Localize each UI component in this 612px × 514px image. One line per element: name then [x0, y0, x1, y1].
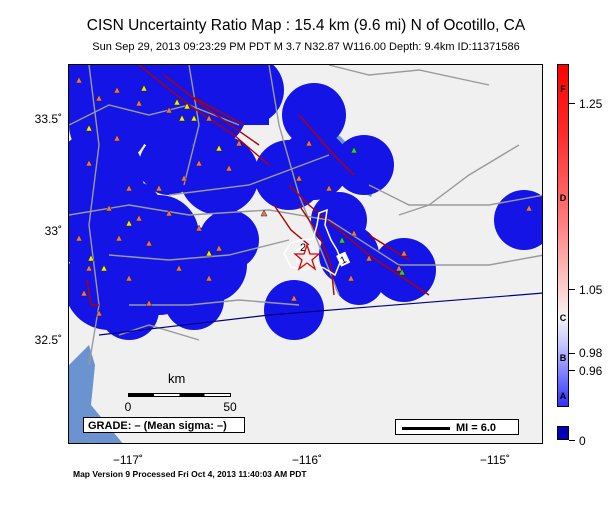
scale-start-label: 0 — [124, 400, 132, 414]
contour-label-2: 2 — [300, 242, 306, 254]
colorbar-tick — [569, 289, 575, 290]
grade-letter-b: B — [559, 353, 567, 363]
colorbar-value-0-98: 0.98 — [579, 346, 603, 360]
x-tick-116: −116˚ — [291, 453, 323, 467]
colorbar-tick — [569, 353, 575, 354]
map-version-footer: Map Version 9 Processed Fri Oct 4, 2013 … — [73, 469, 307, 479]
mi-label: MI = 6.0 — [456, 422, 497, 434]
contour-label-1-group: 1 — [336, 251, 351, 267]
scale-unit-label: km — [168, 371, 186, 386]
stations — [75, 76, 533, 317]
grade-letter-d: D — [559, 193, 567, 203]
grade-letter-c: C — [559, 313, 567, 323]
x-tick-115: −115˚ — [479, 453, 511, 467]
colorbar-value-0-96: 0.96 — [579, 364, 603, 378]
colorbar-tick — [569, 103, 575, 104]
map-canvas: 2 1 — [69, 65, 542, 443]
stations-yellow — [85, 84, 223, 272]
colorbar-tick — [569, 440, 575, 441]
uncertainty-regions — [69, 65, 542, 340]
mi-line-sample — [402, 427, 450, 430]
colorbar-zero-swatch — [557, 426, 569, 440]
ocean — [69, 345, 123, 443]
map-title: CISN Uncertainty Ratio Map : 15.4 km (9.… — [86, 17, 526, 34]
contour-label-1: 1 — [339, 254, 349, 267]
colorbar-value-1-05: 1.05 — [579, 283, 603, 297]
stations-red — [75, 76, 533, 317]
grade-letter-f: F — [560, 84, 566, 94]
mi-legend-box: MI = 6.0 — [395, 419, 519, 435]
scale-end-label: 50 — [223, 400, 237, 414]
scale-bar — [128, 393, 231, 397]
grade-box: GRADE: – (Mean sigma: –) — [83, 417, 245, 433]
y-tick-33: 33˚ — [44, 224, 62, 238]
y-tick-32-5: 32.5˚ — [34, 333, 62, 347]
colorbar-value-1-25: 1.25 — [579, 97, 603, 111]
grade-letter-a: A — [559, 391, 567, 401]
stations-green — [338, 146, 406, 276]
x-tick-117: −117˚ — [112, 453, 144, 467]
colorbar-tick — [569, 370, 575, 371]
uncertainty-map: 2 1 — [68, 64, 543, 444]
colorbar — [557, 64, 569, 407]
colorbar-value-0: 0 — [579, 434, 586, 448]
border-line — [98, 292, 542, 336]
epicenter-star-icon — [293, 242, 321, 271]
y-tick-33-5: 33.5˚ — [34, 112, 62, 126]
event-subtitle: Sun Sep 29, 2013 09:23:29 PM PDT M 3.7 N… — [92, 41, 520, 53]
